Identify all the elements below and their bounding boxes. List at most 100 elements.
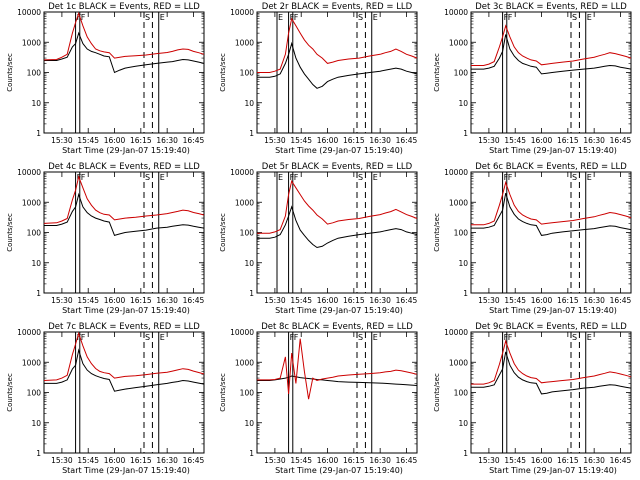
marker-label: S [358,13,363,22]
y-tick-label: 1000 [22,38,41,47]
chart-title: Det 2r BLACK = Events, RED = LLD [262,2,413,12]
chart-title: Det 1c BLACK = Events, RED = LLD [48,2,200,12]
x-tick-label: 16:15 [343,136,365,145]
x-tick-label: 15:30 [264,136,286,145]
x-tick-label: 16:15 [130,136,152,145]
chart-panel: Det 5r BLACK = Events, RED = LLD 1 10 100 10… [219,162,418,315]
y-tick-label: 10 [31,419,41,428]
series-line [471,351,632,395]
chart-title: Det 8c BLACK = Events, RED = LLD [261,322,413,332]
y-axis-label: Counts/sec [219,373,227,412]
x-tick-label: 15:30 [51,136,73,145]
x-tick-label: 15:45 [504,296,526,305]
x-tick-label: 16:45 [610,296,632,305]
y-tick-label: 1 [463,129,468,138]
x-axis-label: Start Time (29-Jan-07 15:19:40) [62,306,190,315]
marker-label: E [373,333,378,342]
y-tick-label: 10000 [444,328,468,337]
x-tick-label: 15:30 [478,456,500,465]
x-tick-label: 15:30 [478,136,500,145]
y-tick-label: 10000 [17,8,41,17]
x-tick-label: 15:30 [51,456,73,465]
x-tick-label: 16:00 [317,296,339,305]
marker-label: F [81,13,86,22]
marker-label: F [81,173,86,182]
y-axis-label: Counts/sec [6,53,14,92]
x-tick-label: 16:00 [104,456,126,465]
y-tick-label: 1000 [235,198,254,207]
x-axis-label: Start Time (29-Jan-07 15:19:40) [275,466,403,475]
marker-label: E [373,173,378,182]
x-tick-label: 15:30 [478,296,500,305]
y-tick-label: 1 [36,449,41,458]
y-tick-label: 10000 [17,168,41,177]
x-tick-label: 16:30 [369,136,391,145]
marker-label: F [508,173,513,182]
y-tick-label: 10000 [17,328,41,337]
y-tick-label: 1000 [235,358,254,367]
y-axis-label: Counts/sec [219,213,227,252]
x-tick-label: 16:30 [156,456,178,465]
chart-panel: Det 1c BLACK = Events, RED = LLD 1 10 100 10… [6,2,205,155]
y-tick-label: 10000 [230,328,254,337]
marker-label: F [504,333,509,342]
marker-label: S [572,333,577,342]
chart-title: Det 7c BLACK = Events, RED = LLD [48,322,200,332]
y-tick-label: 1 [36,289,41,298]
x-tick-label: 16:30 [583,456,605,465]
x-tick-label: 15:30 [51,296,73,305]
x-tick-label: 15:45 [77,456,99,465]
plot-frame [43,11,205,134]
y-tick-label: 1000 [22,198,41,207]
marker-label: E [160,173,165,182]
x-tick-label: 16:45 [396,136,418,145]
y-axis-label: Counts/sec [6,213,14,252]
x-axis-label: Start Time (29-Jan-07 15:19:40) [489,146,617,155]
y-tick-label: 10000 [230,8,254,17]
series-line [44,348,205,392]
series-line [44,192,205,237]
series-line [471,24,632,66]
series-line [257,41,418,89]
x-tick-label: 16:30 [583,136,605,145]
series-line [471,192,632,236]
marker-label: F [504,173,509,182]
marker-label: F [504,13,509,22]
x-tick-label: 16:45 [183,136,205,145]
y-tick-label: 1 [249,449,254,458]
marker-label: E [278,173,283,182]
series-line [471,339,632,385]
y-tick-label: 1000 [22,358,41,367]
x-tick-label: 16:45 [183,456,205,465]
y-axis-label: Counts/sec [433,53,441,92]
x-tick-label: 15:30 [264,456,286,465]
x-tick-label: 16:45 [396,456,418,465]
x-tick-label: 16:45 [610,136,632,145]
marker-label: F [294,333,299,342]
x-tick-label: 16:15 [343,296,365,305]
plot-frame [43,331,205,454]
y-tick-label: 10 [458,99,468,108]
x-tick-label: 16:00 [104,296,126,305]
x-tick-label: 16:00 [104,136,126,145]
x-tick-label: 16:30 [156,136,178,145]
y-tick-label: 100 [240,389,255,398]
marker-label: F [77,13,82,22]
chart-panel: Det 7c BLACK = Events, RED = LLD 1 10 100 10… [6,322,205,475]
series-line [257,205,418,249]
y-tick-label: 1000 [235,38,254,47]
series-line [471,180,632,226]
series-line [257,338,418,400]
marker-label: F [508,13,513,22]
y-tick-label: 100 [27,389,42,398]
chart-title: Det 3c BLACK = Events, RED = LLD [475,2,627,12]
x-tick-label: 16:15 [557,136,579,145]
marker-label: E [278,13,283,22]
series-line [43,11,205,61]
chart-panel: Det 6c BLACK = Events, RED = LLD 1 10 100 10… [433,162,632,315]
x-tick-label: 16:00 [317,136,339,145]
y-axis-label: Counts/sec [6,373,14,412]
marker-label: F [290,333,295,342]
y-axis-label: Counts/sec [219,53,227,92]
plot-frame [470,171,632,294]
